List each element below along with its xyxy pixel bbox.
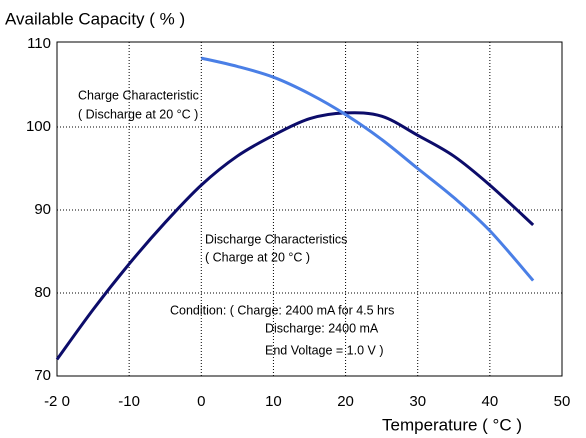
x-tick-label: 30 (409, 393, 426, 410)
y-axis-label: Available Capacity ( % ) (5, 9, 185, 28)
x-tick-label: 40 (482, 393, 499, 410)
x-axis-label: Temperature ( °C ) (382, 415, 522, 434)
x-tick-label: -10 (118, 393, 140, 410)
annotations: Charge Characteristic ( Discharge at 20 … (78, 88, 394, 357)
annotation: Condition: ( Charge: 2400 mA for 4.5 hrs (170, 303, 394, 317)
annotation: ( Charge at 20 °C ) (205, 250, 310, 264)
x-tick-label: -2 0 (44, 393, 70, 410)
x-tick-label: 20 (337, 393, 354, 410)
plot-border (56, 41, 563, 377)
annotation: Discharge: 2400 mA (265, 321, 379, 335)
y-tick-label: 90 (34, 201, 51, 218)
data-line (200, 56, 535, 282)
x-tick-label: 50 (554, 393, 571, 410)
y-tick-label: 110 (27, 35, 51, 52)
data-line (55, 111, 535, 361)
y-tick-label: 80 (34, 284, 51, 301)
annotation: Discharge Characteristics (205, 232, 347, 246)
y-tick-label: 100 (26, 118, 51, 135)
annotation: End Voltage = 1.0 V ) (265, 343, 384, 357)
annotation: Charge Characteristic (78, 88, 199, 102)
x-tick-label: 10 (265, 393, 282, 410)
y-tick-label: 70 (34, 367, 51, 384)
x-tick-label: 0 (197, 393, 205, 410)
annotation: ( Discharge at 20 °C ) (78, 107, 198, 121)
